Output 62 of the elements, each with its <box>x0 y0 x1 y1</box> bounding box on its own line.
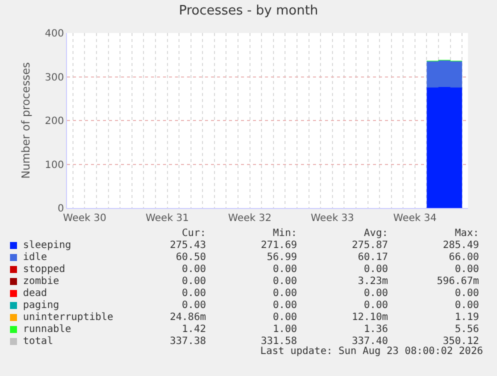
text: 275.87 <box>350 240 388 252</box>
text: 0.00 <box>272 312 297 324</box>
text: 56.99 <box>266 252 297 264</box>
text: 0.00 <box>180 300 206 312</box>
y-axis-title: Number of processes <box>20 62 33 179</box>
text: Cur: <box>180 228 206 240</box>
y-tick-label: 400 <box>44 28 64 40</box>
text: 12.10m <box>350 312 388 324</box>
x-tick-label: Week 32 <box>228 213 272 224</box>
legend-label: idle <box>23 252 48 263</box>
text: 60.50 <box>174 252 206 264</box>
y-tick-label: 300 <box>44 72 64 84</box>
text: 5.56 <box>454 324 479 336</box>
text: 0.00 <box>362 300 388 312</box>
x-tick-label: Week 30 <box>63 213 106 224</box>
text: 0.00 <box>272 276 297 288</box>
legend-label: dead <box>23 288 48 299</box>
y-tick-label: 200 <box>44 116 64 127</box>
text: 1.19 <box>454 312 479 324</box>
text: 0.00 <box>272 264 297 276</box>
y-tick-label: 100 <box>44 160 64 171</box>
text: 0.00 <box>180 276 206 288</box>
text: 0.00 <box>454 264 479 276</box>
text: 350.12 <box>442 336 479 347</box>
text: 0.00 <box>454 288 479 300</box>
text: 596.67m <box>436 276 479 288</box>
text: 331.58 <box>260 336 297 347</box>
text: 0.00 <box>362 288 388 300</box>
text: 0.00 <box>180 288 206 300</box>
x-tick-label: Week 31 <box>146 213 189 224</box>
text: 0.00 <box>454 300 479 312</box>
text: 60.17 <box>356 252 388 264</box>
legend-label: sleeping <box>23 240 72 251</box>
text: Avg: <box>362 228 388 240</box>
legend-label: stopped <box>23 264 66 275</box>
y-tick-label: 0 <box>58 204 64 214</box>
text: 0.00 <box>362 264 388 276</box>
text: 337.40 <box>352 336 388 347</box>
text: 285.49 <box>442 240 479 252</box>
text: Min: <box>272 228 297 240</box>
text: 275.43 <box>168 240 206 252</box>
text: 3.23m <box>356 276 388 288</box>
legend-label: runnable <box>23 324 72 335</box>
legend-label: zombie <box>23 276 60 287</box>
text: 0.00 <box>272 288 297 300</box>
text: 0.00 <box>180 264 206 276</box>
text: 24.86m <box>168 312 206 324</box>
legend-label: total <box>23 336 54 347</box>
text: Max: <box>454 228 479 240</box>
x-tick-label: Week 33 <box>310 213 354 224</box>
chart-title: Processes - by month <box>178 4 318 19</box>
text: 1.00 <box>272 324 297 336</box>
text: 337.38 <box>168 336 206 348</box>
legend-label: uninterruptible <box>23 312 114 323</box>
text: 271.69 <box>260 240 297 252</box>
text: Last update: Sun Aug 23 08:00:02 2026 <box>260 346 483 357</box>
text: 1.36 <box>362 324 388 336</box>
legend-label: paging <box>23 300 60 311</box>
text: 0.00 <box>272 300 297 312</box>
text: 1.42 <box>180 324 206 336</box>
x-tick-label: Week 34 <box>393 213 437 224</box>
text: 66.00 <box>448 252 479 264</box>
